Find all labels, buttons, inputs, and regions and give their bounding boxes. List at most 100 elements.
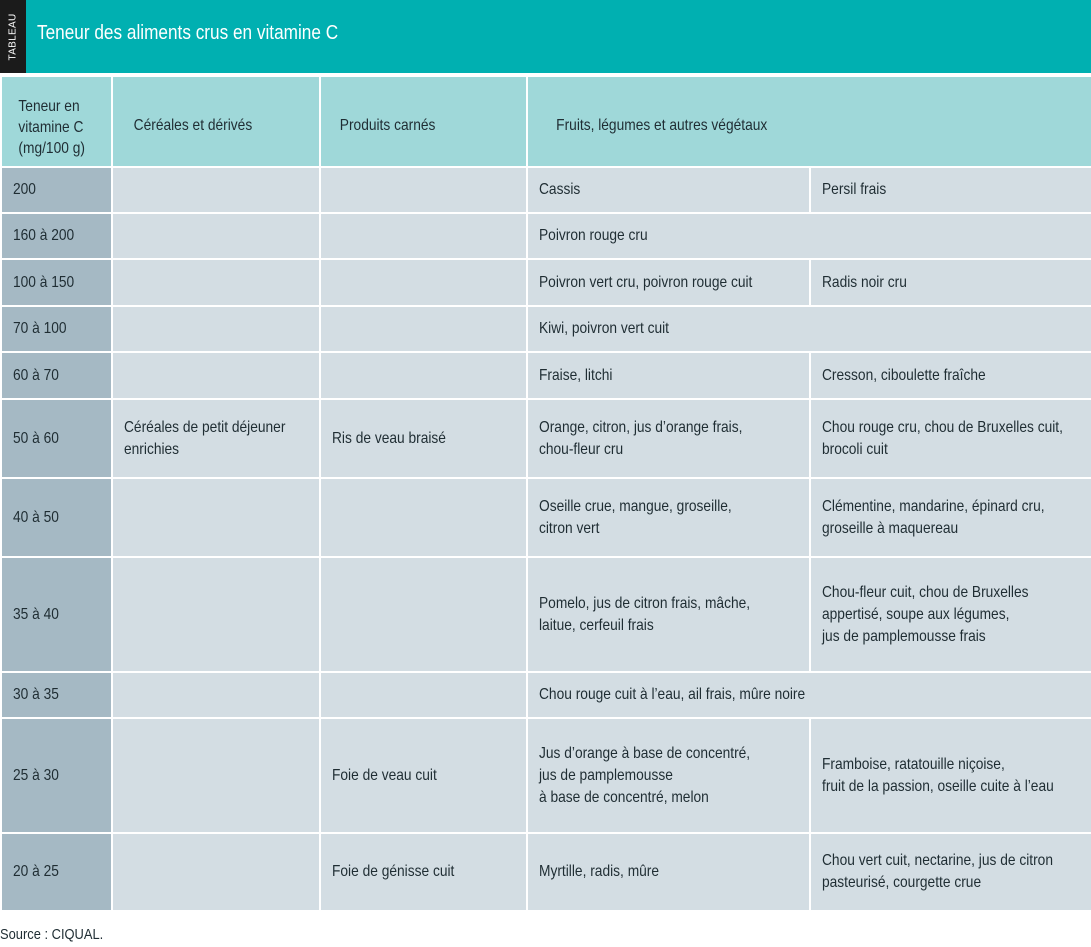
cell-line: Foie de génisse cuit [332,863,455,880]
cell-line: Chou rouge cuit à l’eau, ail frais, mûre… [539,686,806,703]
cell-line: Oseille crue, mangue, groseille, [539,497,732,515]
cell-line: Pomelo, jus de citron frais, mâche, [539,594,751,612]
column-header-cereales: Céréales et dérivés [111,75,321,168]
cell-carnes: Ris de veau braisé [319,398,528,479]
cell-line: Poivron rouge cru [539,227,648,244]
cell-fruits: Poivron vert cru, poivron rouge cuit [526,258,811,307]
header-line: (mg/100 g) [18,139,85,157]
vitamin-c-table: Teneur en vitamine C (mg/100 g) Céréales e… [0,75,1091,912]
cell-range: 30 à 35 [0,671,113,719]
cell-line: à base de concentré, melon [539,788,709,806]
cell-carnes [319,351,528,400]
cell-fruits: Cassis [526,166,811,214]
source-note: Source : CIQUAL. [0,926,104,943]
cell-range: 70 à 100 [0,305,113,353]
cell-fruits-2: Persil frais [808,166,1091,214]
cell-range: 35 à 40 [0,556,113,673]
cell-line: brocoli cuit [822,440,888,458]
cell-cereales [111,556,321,673]
cell-range: 25 à 30 [0,717,113,834]
cell-line: Radis noir cru [822,273,907,291]
cell-cereales: Céréales de petit déjeuner enrichies [111,398,321,479]
cell-line: Cassis [539,181,581,198]
cell-line: chou-fleur cru [539,440,624,458]
cell-fruits: Myrtille, radis, mûre [526,832,811,912]
cell-line: pasteurisé, courgette crue [822,874,982,891]
column-header-carnes: Produits carnés [319,75,528,168]
cell-line: Orange, citron, jus d’orange frais, [539,418,743,436]
cell-fruits-2: Chou vert cuit, nectarine, jus de citron… [808,832,1091,912]
table-row: 160 à 200 Poivron rouge cru [0,212,1091,260]
cell-range: 50 à 60 [0,398,113,479]
cell-cereales [111,258,321,307]
cell-carnes [319,258,528,307]
table-title-bar: TABLEAU Teneur des aliments crus en vita… [0,0,1091,73]
cell-fruits: Kiwi, poivron vert cuit [525,305,1091,353]
header-line: vitamine C [18,118,84,136]
cell-line: Chou vert cuit, nectarine, jus de citron [822,852,1053,869]
cell-line: Chou-fleur cuit, chou de Bruxelles [822,583,1029,601]
cell-fruits: Jus d’orange à base de concentré, jus de … [526,717,811,834]
cell-cereales [111,351,321,400]
cell-fruits-2: Radis noir cru [808,258,1091,307]
cell-line: Persil frais [822,181,887,198]
cell-range: 200 [0,166,113,214]
cell-carnes: Foie de génisse cuit [319,832,528,912]
table-row: 70 à 100 Kiwi, poivron vert cuit [0,305,1091,353]
cell-cereales [111,305,321,353]
cell-range: 40 à 50 [0,477,113,558]
cell-line: citron vert [539,519,600,537]
cell-fruits-2: Chou-fleur cuit, chou de Bruxelles appert… [808,556,1091,673]
cell-fruits-2: Framboise, ratatouille niçoise, fruit de … [808,717,1091,834]
cell-fruits: Pomelo, jus de citron frais, mâche, laitu… [526,556,811,673]
cell-cereales [111,477,321,558]
cell-line: Jus d’orange à base de concentré, [539,744,751,762]
cell-cereales [111,832,321,912]
cell-line: Clémentine, mandarine, épinard cru, [822,497,1045,515]
cell-line: jus de pamplemousse frais [822,627,986,645]
cell-carnes [319,212,528,260]
table-header-row: Teneur en vitamine C (mg/100 g) Céréales e… [0,75,1091,168]
cell-carnes [319,305,528,353]
cell-fruits: Poivron rouge cru [525,212,1091,260]
cell-line: laitue, cerfeuil frais [539,616,654,634]
cell-line: Kiwi, poivron vert cuit [539,320,670,337]
cell-range: 100 à 150 [0,258,113,307]
table-row: 60 à 70 Fraise, litchi Cresson, ciboulette… [0,351,1091,400]
cell-cereales [111,212,321,260]
cell-carnes [319,556,528,673]
cell-line: enrichies [124,440,180,458]
cell-cereales [111,671,321,719]
tableau-tag: TABLEAU [0,0,26,73]
cell-carnes [319,477,528,558]
column-header-fruits: Fruits, légumes et autres végétaux [525,75,1091,168]
cell-range: 160 à 200 [0,212,113,260]
cell-carnes [319,166,528,214]
table-row: 200 Cassis Persil frais [0,166,1091,214]
cell-line: groseille à maquereau [822,519,959,537]
cell-line: Foie de veau cuit [332,766,437,784]
cell-cereales [111,717,321,834]
cell-line: Framboise, ratatouille niçoise, [822,755,1005,773]
cell-line: appertisé, soupe aux légumes, [822,605,1010,623]
header-line: Teneur en [18,97,80,115]
cell-line: Cresson, ciboulette fraîche [822,366,986,384]
cell-line: Fraise, litchi [539,366,613,384]
table-row: 50 à 60 Céréales de petit déjeuner enrichi… [0,398,1091,479]
table-title: Teneur des aliments crus en vitamine C [37,22,339,44]
cell-fruits: Orange, citron, jus d’orange frais, chou-… [526,398,811,479]
cell-fruits-2: Clémentine, mandarine, épinard cru, grose… [808,477,1091,558]
cell-fruits: Fraise, litchi [526,351,811,400]
cell-line: jus de pamplemousse [539,766,673,784]
cell-fruits-2: Cresson, ciboulette fraîche [808,351,1091,400]
cell-fruits-2: Chou rouge cru, chou de Bruxelles cuit, b… [808,398,1091,479]
cell-line: Poivron vert cru, poivron rouge cuit [539,273,753,291]
cell-fruits: Oseille crue, mangue, groseille, citron v… [526,477,811,558]
cell-line: Chou rouge cru, chou de Bruxelles cuit, [822,418,1063,436]
column-header-content: Teneur en vitamine C (mg/100 g) [0,75,113,168]
cell-cereales [111,166,321,214]
cell-line: fruit de la passion, oseille cuite à l’e… [822,777,1054,795]
cell-line: Céréales de petit déjeuner [124,418,286,436]
cell-range: 60 à 70 [0,351,113,400]
cell-carnes: Foie de veau cuit [319,717,528,834]
